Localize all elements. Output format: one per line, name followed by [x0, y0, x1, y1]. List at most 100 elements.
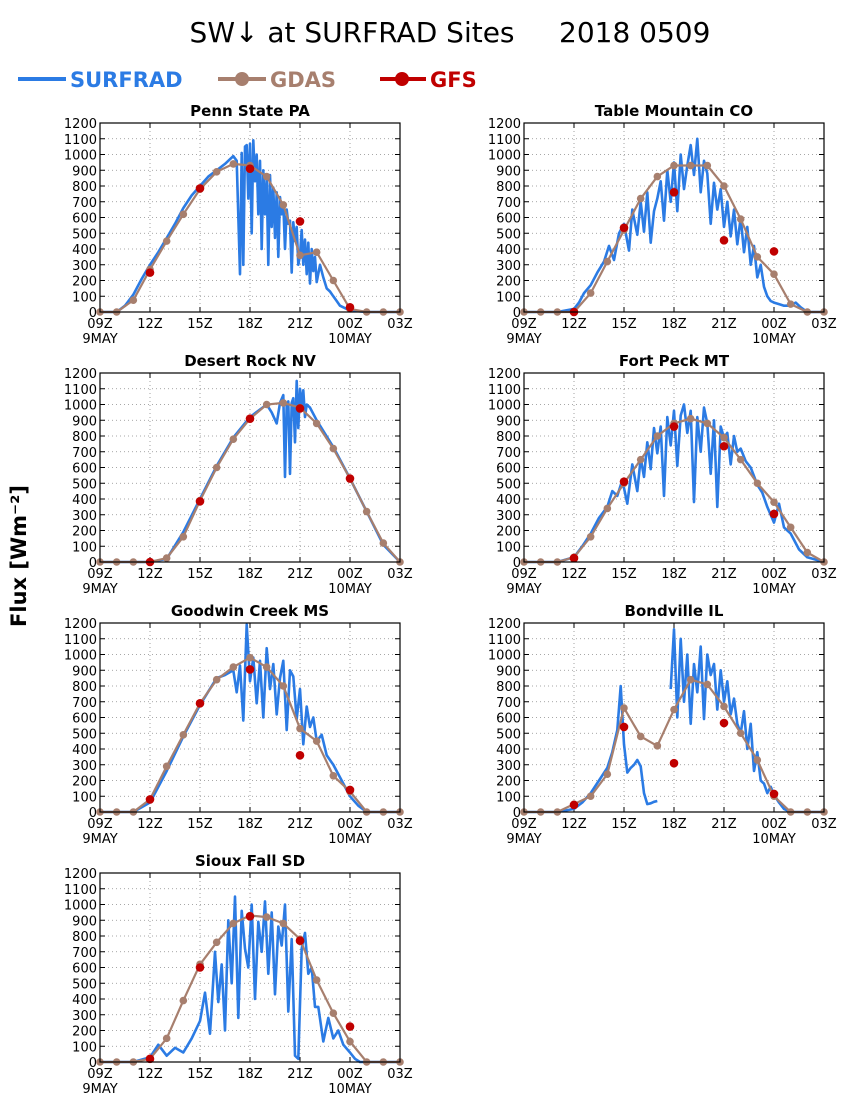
- x-tick-label: 15Z: [187, 317, 213, 332]
- y-tick-label: 600: [72, 962, 97, 977]
- gdas-point: [586, 792, 595, 801]
- y-tick-label: 100: [72, 790, 97, 805]
- x-tick-label: 00Z: [761, 317, 787, 332]
- x-tick-label: 12Z: [137, 567, 163, 582]
- y-tick-label: 1100: [488, 133, 521, 148]
- gfs-point: [569, 553, 579, 563]
- y-tick-label: 200: [496, 525, 521, 540]
- y-tick-label: 100: [72, 1040, 97, 1055]
- y-tick-label: 700: [72, 446, 97, 461]
- y-tick-label: 1000: [488, 149, 521, 164]
- x-tick-label: 18Z: [237, 1067, 263, 1082]
- x-date-label: 9MAY: [82, 1082, 117, 1097]
- gdas-point: [736, 215, 745, 223]
- y-tick-label: 400: [496, 493, 521, 508]
- x-tick-label: 15Z: [611, 317, 637, 332]
- panel-title: Sioux Fall SD: [195, 852, 305, 870]
- x-tick-label: 00Z: [337, 317, 363, 332]
- chart-panel: Goodwin Creek MS 010020030040050060070080…: [64, 602, 413, 847]
- panel-title: Fort Peck MT: [619, 352, 730, 370]
- y-tick-label: 300: [72, 259, 97, 274]
- gdas-point: [179, 731, 188, 739]
- gdas-point: [279, 399, 288, 407]
- gdas-point: [636, 194, 645, 203]
- gdas-point: [620, 704, 628, 712]
- y-tick-label: 900: [72, 414, 97, 429]
- y-tick-label: 500: [496, 227, 521, 242]
- gfs-point: [669, 422, 679, 431]
- gdas-point: [603, 257, 612, 266]
- x-tick-label: 15Z: [611, 567, 637, 582]
- y-tick-label: 300: [496, 259, 521, 274]
- gdas-point: [736, 729, 745, 738]
- gdas-point: [346, 1037, 354, 1046]
- y-tick-label: 200: [72, 525, 97, 540]
- gfs-point: [195, 497, 205, 506]
- gfs-point: [145, 795, 155, 804]
- chart-panel: Sioux Fall SD 010020030040050060070080090…: [64, 852, 413, 1097]
- plot-frame: [99, 622, 401, 813]
- gdas-point: [686, 161, 695, 170]
- y-tick-label: 0: [89, 1056, 97, 1071]
- legend-surfrad-label: SURFRAD: [70, 68, 183, 92]
- y-tick-label: 100: [496, 290, 521, 305]
- y-tick-label: 700: [72, 946, 97, 961]
- y-tick-label: 200: [72, 775, 97, 790]
- y-tick-label: 800: [72, 180, 97, 195]
- x-tick-label: 21Z: [711, 317, 737, 332]
- gdas-point: [179, 210, 188, 219]
- gfs-point: [719, 236, 729, 245]
- y-tick-label: 1200: [488, 117, 521, 132]
- gdas-point: [686, 414, 695, 423]
- y-tick-label: 1100: [488, 633, 521, 648]
- x-date-label: 9MAY: [506, 582, 541, 597]
- gdas-point: [229, 663, 238, 671]
- y-tick-label: 400: [72, 993, 97, 1008]
- panel-title: Penn State PA: [190, 102, 310, 120]
- y-tick-label: 1000: [64, 649, 97, 664]
- gdas-point: [179, 533, 188, 541]
- y-tick-label: 0: [89, 556, 97, 571]
- y-tick-label: 700: [72, 196, 97, 211]
- y-tick-label: 0: [513, 556, 521, 571]
- gdas-point: [329, 444, 338, 453]
- legend-gfs-marker: [395, 72, 409, 86]
- y-tick-label: 1100: [64, 383, 97, 398]
- gfs-point: [345, 302, 355, 312]
- gdas-point: [162, 1034, 171, 1043]
- gdas-point: [703, 161, 712, 170]
- gdas-point: [212, 938, 221, 947]
- x-tick-label: 12Z: [137, 317, 163, 332]
- gdas-point: [162, 762, 171, 771]
- gdas-point: [312, 419, 321, 428]
- x-tick-label: 12Z: [561, 567, 587, 582]
- gfs-point: [769, 789, 779, 799]
- gfs-point: [145, 1054, 155, 1064]
- y-tick-label: 900: [496, 664, 521, 679]
- gdas-point: [296, 724, 304, 733]
- gfs-point: [245, 912, 255, 921]
- gdas-point: [329, 1009, 338, 1017]
- plot-frame: [99, 122, 401, 313]
- gfs-point: [769, 247, 779, 256]
- gdas-point: [262, 172, 271, 181]
- y-tick-label: 300: [72, 759, 97, 774]
- gdas-point: [586, 533, 595, 541]
- x-tick-label: 09Z: [87, 817, 113, 832]
- x-tick-label: 21Z: [287, 817, 313, 832]
- y-tick-label: 600: [72, 712, 97, 727]
- gfs-point: [345, 1022, 355, 1031]
- x-tick-label: 03Z: [387, 567, 413, 582]
- x-tick-label: 03Z: [811, 317, 837, 332]
- y-tick-label: 0: [89, 306, 97, 321]
- gdas-point: [329, 771, 338, 780]
- gdas-point: [162, 237, 171, 245]
- x-tick-label: 15Z: [187, 1067, 213, 1082]
- y-tick-label: 600: [496, 212, 521, 227]
- gfs-point: [195, 184, 205, 193]
- y-tick-label: 800: [496, 430, 521, 445]
- gdas-point: [312, 976, 321, 984]
- x-date-label: 9MAY: [82, 332, 117, 347]
- gdas-point: [279, 201, 288, 209]
